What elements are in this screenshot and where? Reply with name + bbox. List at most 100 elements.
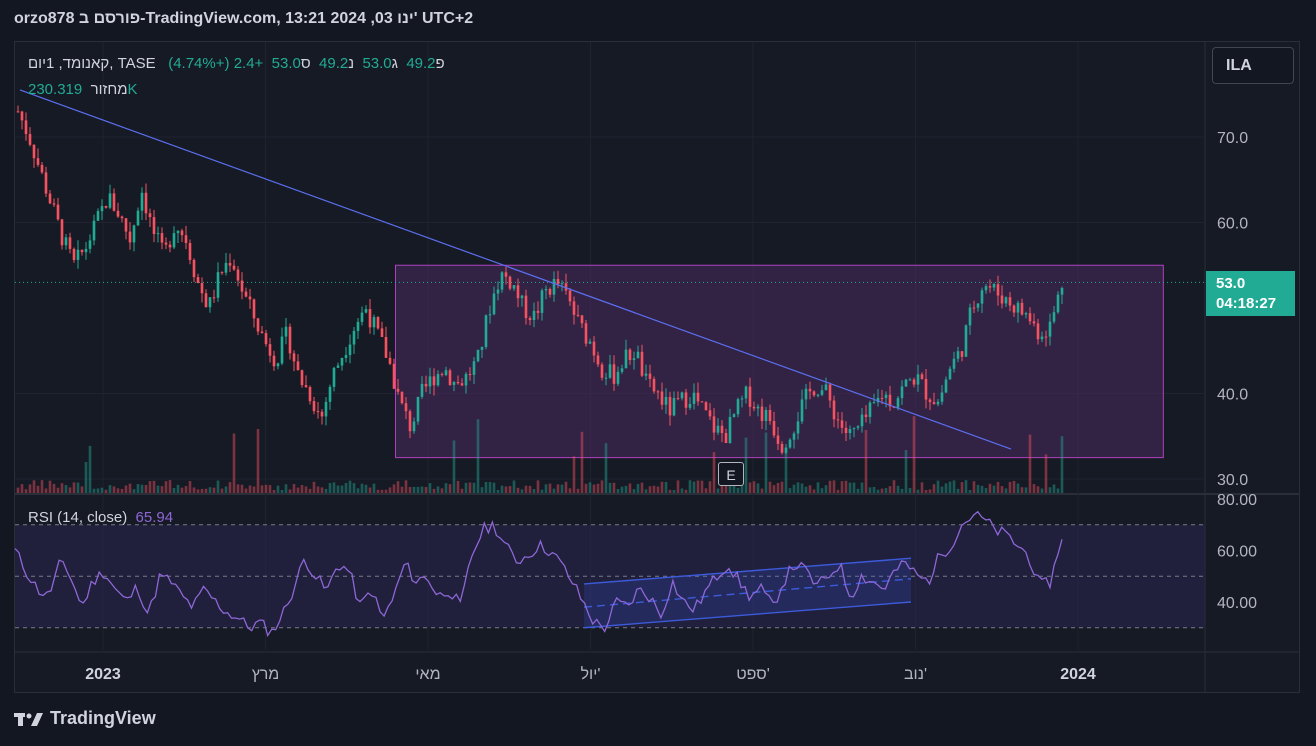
candle-body (392, 363, 396, 389)
volume-bar (644, 489, 648, 493)
candle-body (1040, 336, 1044, 340)
candle-body (360, 312, 364, 322)
volume-bar (924, 489, 928, 493)
volume-bar (620, 486, 624, 493)
low-value: 49.2 (319, 55, 349, 72)
symbol-label[interactable]: קאנומד, 1יום, TASE (28, 55, 156, 72)
volume-bar (1036, 486, 1040, 493)
time-tick-label: 2023 (85, 666, 121, 683)
candle-body (568, 290, 572, 302)
earnings-marker[interactable]: E (718, 462, 744, 486)
volume-bar (1040, 488, 1044, 493)
rsi-tick-label: 80.00 (1217, 492, 1257, 509)
volume-bar (360, 483, 364, 493)
volume-bar (324, 488, 328, 493)
volume-bar (896, 485, 900, 493)
volume-bar (444, 483, 448, 493)
candle-body (840, 420, 844, 428)
volume-bar (412, 486, 416, 493)
volume-bar (88, 445, 92, 493)
candle-body (596, 355, 600, 365)
volume-bar (136, 483, 140, 493)
candle-body (1004, 297, 1008, 304)
candle-body (512, 285, 516, 289)
volume-bar (252, 486, 256, 493)
volume-bar (168, 480, 172, 493)
candle-body (88, 240, 92, 249)
time-tick-label: ספט' (736, 666, 770, 683)
candle-body (616, 371, 620, 384)
rsi-label[interactable]: RSI (14, close) (28, 509, 128, 526)
candle-body (228, 262, 232, 266)
candle-body (636, 351, 640, 359)
candle-body (884, 394, 888, 399)
volume-bar (796, 482, 800, 493)
volume-bar (568, 488, 572, 493)
candle-body (452, 381, 456, 385)
volume-bar (564, 481, 568, 493)
candle-body (84, 248, 88, 253)
candle-body (456, 381, 460, 384)
candle-body (564, 283, 568, 291)
volume-bar (256, 428, 260, 493)
volume-bar (296, 487, 300, 493)
candle-body (552, 278, 556, 295)
volume-bar (416, 486, 420, 493)
volume-bar (1048, 487, 1052, 493)
currency-button[interactable]: ILA (1212, 47, 1294, 84)
volume-bar (824, 485, 828, 493)
candle-body (548, 288, 552, 295)
candle-body (600, 364, 604, 378)
close-label: ס (300, 55, 311, 72)
volume-value: 230.319K (28, 81, 138, 98)
volume-bar (532, 489, 536, 493)
volume-bar (112, 486, 116, 493)
volume-bar (484, 482, 488, 493)
volume-bar (60, 483, 64, 493)
candle-body (720, 425, 724, 434)
volume-bar (116, 488, 120, 493)
candle-body (972, 307, 976, 309)
volume-bar (16, 487, 20, 493)
volume-bar (588, 482, 592, 493)
volume-bar (752, 481, 756, 493)
candle-body (536, 310, 540, 313)
volume-bar (308, 488, 312, 493)
volume-bar (840, 481, 844, 493)
volume-bar (572, 456, 576, 493)
candle-body (148, 213, 152, 218)
volume-bar (980, 485, 984, 493)
candle-body (872, 402, 876, 404)
volume-bar (884, 488, 888, 493)
volume-bar (376, 489, 380, 493)
candle-body (668, 396, 672, 416)
volume-bar (476, 419, 480, 493)
volume-bar (660, 481, 664, 493)
volume-bar (300, 485, 304, 493)
candle-body (448, 370, 452, 385)
candle-body (784, 447, 788, 453)
tradingview-logo[interactable]: TradingView (14, 708, 156, 729)
candle-body (620, 368, 624, 372)
candle-body (312, 401, 316, 412)
candle-body (772, 421, 776, 436)
volume-bar (808, 485, 812, 493)
volume-bar (584, 483, 588, 493)
volume-bar (520, 489, 524, 493)
candle-body (928, 399, 932, 403)
candle-body (340, 357, 344, 366)
volume-bar (740, 481, 744, 493)
candle-body (296, 361, 300, 371)
volume-bar (848, 482, 852, 493)
volume-bar (148, 481, 152, 493)
candle-body (432, 376, 436, 386)
volume-bar (716, 488, 720, 493)
candle-body (40, 164, 44, 173)
volume-bar (640, 482, 644, 493)
volume-bar (380, 489, 384, 493)
volume-bar (656, 486, 660, 493)
volume-bar (272, 489, 276, 493)
candle-body (988, 286, 992, 288)
candle-body (444, 370, 448, 376)
